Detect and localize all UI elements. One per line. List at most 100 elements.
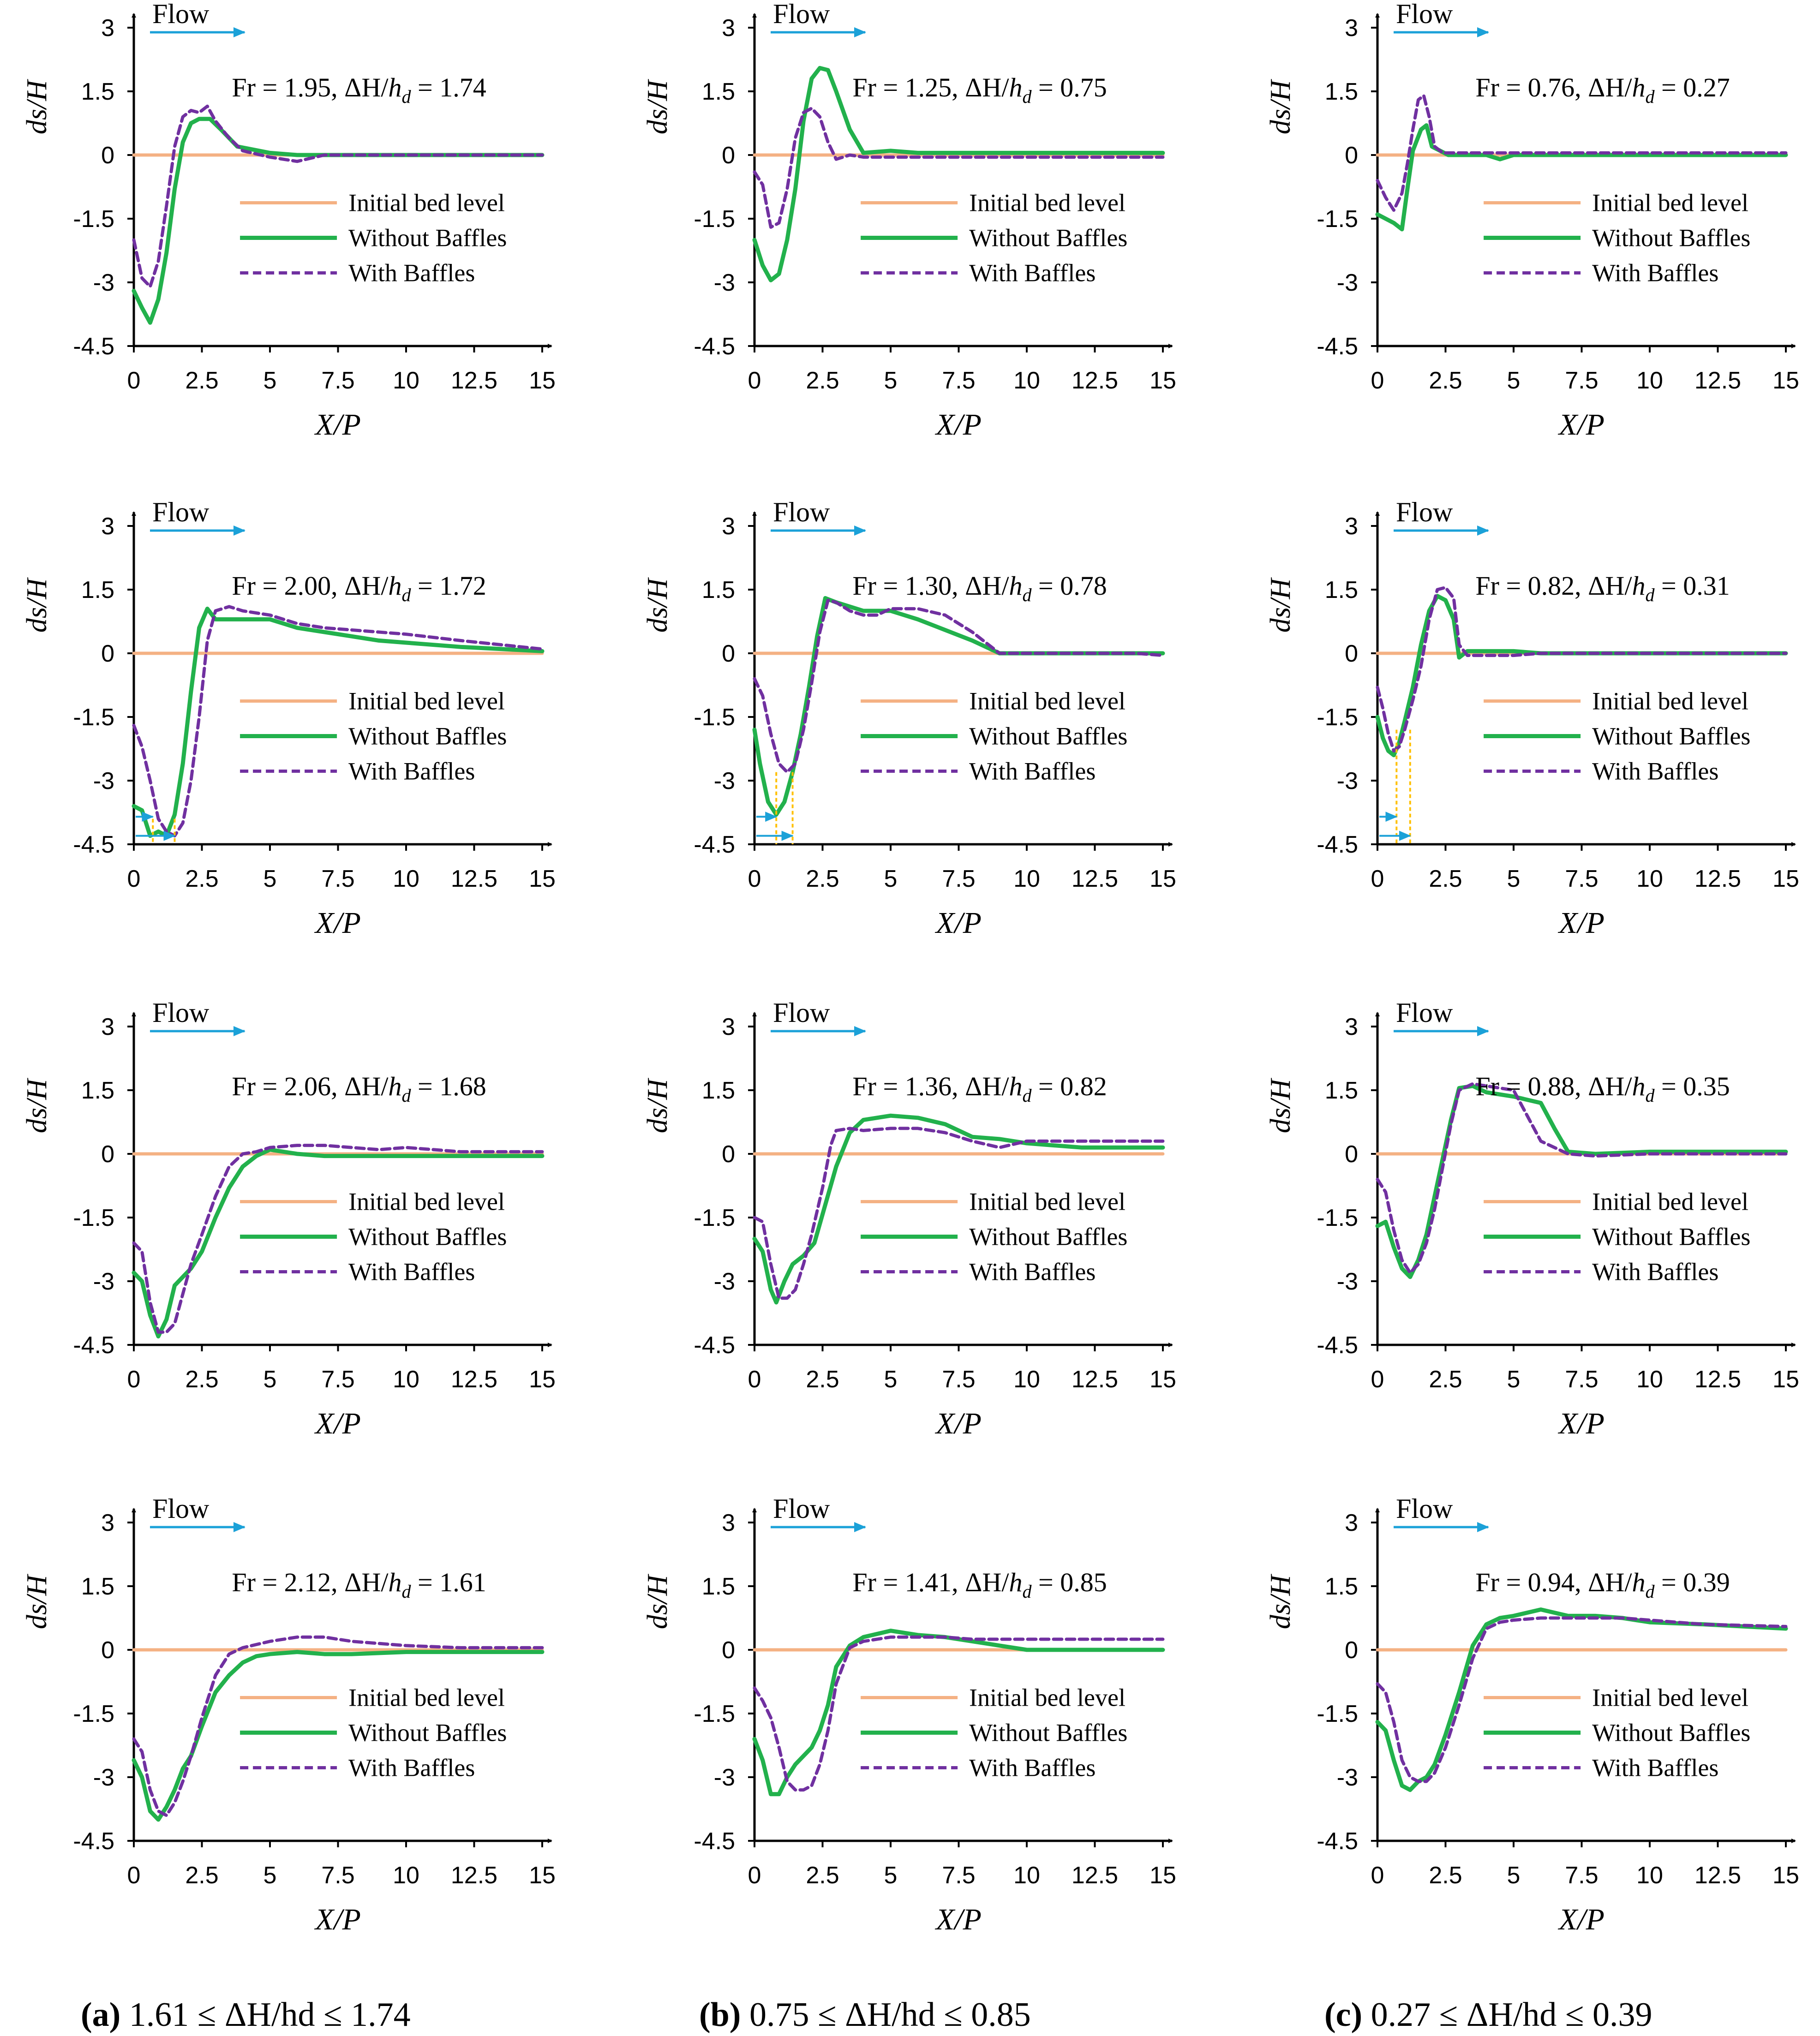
y-tick-label: -1.5	[73, 206, 114, 233]
chart-panel-12: 3 1.5 0 -1.5 -3 -4.5 0 2.5 5 7.5 10 12.5 15 ds/H X/P Fl…	[1265, 1493, 1799, 1936]
y-tick-label: 1.5	[702, 1573, 735, 1600]
flow-label: Flow	[1396, 1493, 1453, 1524]
legend-label: With Baffles	[348, 259, 475, 287]
x-tick-label: 5	[1507, 1862, 1521, 1889]
y-tick-label: 3	[101, 15, 114, 42]
y-axis-label: ds/H	[21, 1574, 53, 1629]
y-tick-label: 1.5	[702, 78, 735, 105]
x-tick-label: 15	[529, 866, 556, 892]
y-tick-label: 1.5	[1325, 78, 1358, 105]
title-rest: = 0.35	[1654, 1071, 1730, 1101]
x-tick-label: 2.5	[1429, 367, 1462, 394]
y-tick-label: -1.5	[1317, 1701, 1358, 1727]
legend-label: Initial bed level	[1592, 687, 1748, 715]
x-tick-label: 10	[393, 866, 419, 892]
x-tick-label: 10	[393, 367, 419, 394]
title-h: h	[1009, 1071, 1022, 1101]
panel-title: Fr = 1.30, ΔH/hd = 0.78	[852, 571, 1107, 605]
x-tick-label: 0	[127, 866, 141, 892]
with-baffles-line	[132, 1144, 544, 1334]
y-axis-label: ds/H	[1265, 1574, 1296, 1629]
y-tick-label: 0	[1345, 640, 1358, 667]
title-rest: = 0.82	[1031, 1071, 1107, 1101]
y-tick-label: 1.5	[81, 78, 114, 105]
without-baffles-line	[752, 66, 1165, 282]
x-tick-label: 7.5	[321, 866, 354, 892]
panel-title: Fr = 0.82, ΔH/hd = 0.31	[1475, 571, 1730, 605]
y-tick-label: 1.5	[702, 1077, 735, 1104]
title-rest: = 1.61	[411, 1567, 486, 1597]
legend-label: Without Baffles	[1592, 722, 1750, 750]
panel-title: Fr = 0.94, ΔH/hd = 0.39	[1475, 1567, 1730, 1602]
x-tick-label: 5	[263, 1862, 277, 1889]
x-tick-label: 15	[1772, 866, 1799, 892]
legend-label: With Baffles	[969, 758, 1096, 785]
flow-label: Flow	[152, 0, 210, 29]
legend-label: Initial bed level	[969, 189, 1126, 217]
x-tick-label: 7.5	[942, 1862, 975, 1889]
title-sub-d: d	[1022, 86, 1032, 107]
title-sub-d: d	[1645, 585, 1655, 605]
x-tick-label: 2.5	[185, 1862, 218, 1889]
x-tick-label: 0	[127, 1366, 141, 1393]
y-tick-label: 3	[722, 513, 735, 540]
title-h: h	[1632, 571, 1645, 601]
x-tick-label: 0	[1371, 367, 1384, 394]
x-tick-label: 7.5	[942, 367, 975, 394]
x-axis-label: X/P	[314, 1407, 361, 1440]
y-tick-label: -4.5	[694, 831, 735, 858]
y-tick-label: -3	[1337, 1268, 1358, 1295]
x-tick-label: 5	[1507, 367, 1521, 394]
legend-label: Initial bed level	[348, 189, 505, 217]
x-axis-label: X/P	[934, 1407, 982, 1440]
y-tick-label: -4.5	[73, 1828, 114, 1855]
y-tick-label: 1.5	[1325, 1573, 1358, 1600]
caption-c-text: 0.27 ≤ ΔH/hd ≤ 0.39	[1371, 1996, 1652, 2034]
chart-panel-3: 3 1.5 0 -1.5 -3 -4.5 0 2.5 5 7.5 10 12.5 15 ds/H X/P Fl…	[1265, 0, 1799, 442]
x-tick-label: 0	[748, 866, 761, 892]
panel-title: Fr = 1.36, ΔH/hd = 0.82	[852, 1071, 1107, 1106]
legend-label: Initial bed level	[1592, 189, 1748, 217]
legend-label: Without Baffles	[969, 1223, 1127, 1251]
title-rest: = 0.85	[1031, 1567, 1107, 1597]
x-tick-label: 12.5	[1072, 1366, 1118, 1393]
x-tick-label: 5	[1507, 866, 1521, 892]
x-tick-label: 7.5	[942, 866, 975, 892]
y-axis-label: ds/H	[21, 1078, 53, 1133]
title-sub-d: d	[1645, 1581, 1655, 1602]
title-part: Fr = 2.12, ΔH/	[232, 1567, 389, 1597]
title-part: Fr = 1.30, ΔH/	[852, 571, 1009, 601]
x-tick-label: 7.5	[1565, 1862, 1598, 1889]
y-tick-label: 3	[1345, 15, 1358, 42]
y-tick-label: -3	[93, 269, 114, 296]
without-baffles-line	[752, 1113, 1165, 1305]
x-tick-label: 5	[884, 866, 898, 892]
caption-c: (c) 0.27 ≤ ΔH/hd ≤ 0.39	[1324, 1995, 1652, 2035]
flow-label: Flow	[773, 997, 830, 1028]
x-tick-label: 7.5	[321, 1862, 354, 1889]
chart-panel-7: 3 1.5 0 -1.5 -3 -4.5 0 2.5 5 7.5 10 12.5 15 ds/H X/P Fl…	[21, 997, 556, 1440]
with-baffles-line	[1376, 1082, 1788, 1275]
title-sub-d: d	[401, 585, 411, 605]
title-part: Fr = 0.82, ΔH/	[1475, 571, 1632, 601]
y-tick-label: 0	[1345, 1637, 1358, 1664]
legend-label: Without Baffles	[969, 722, 1127, 750]
legend-label: With Baffles	[969, 1754, 1096, 1782]
flow-label: Flow	[773, 0, 830, 29]
with-baffles-line	[1376, 94, 1788, 212]
x-tick-label: 12.5	[451, 1862, 497, 1889]
x-tick-label: 0	[127, 1862, 141, 1889]
x-tick-label: 12.5	[451, 866, 497, 892]
x-axis-label: X/P	[314, 1903, 361, 1936]
y-axis-label: ds/H	[1265, 79, 1296, 134]
chart-panel-2: 3 1.5 0 -1.5 -3 -4.5 0 2.5 5 7.5 10 12.5 15 ds/H X/P Fl…	[642, 0, 1176, 442]
y-tick-label: 3	[101, 1510, 114, 1536]
legend-label: Initial bed level	[969, 687, 1126, 715]
legend-label: With Baffles	[1592, 758, 1718, 785]
x-tick-label: 12.5	[1694, 367, 1741, 394]
title-sub-d: d	[1645, 86, 1655, 107]
x-tick-label: 12.5	[1694, 866, 1741, 892]
title-rest: = 1.68	[411, 1071, 486, 1101]
y-tick-label: -3	[1337, 1764, 1358, 1791]
x-tick-label: 5	[263, 367, 277, 394]
